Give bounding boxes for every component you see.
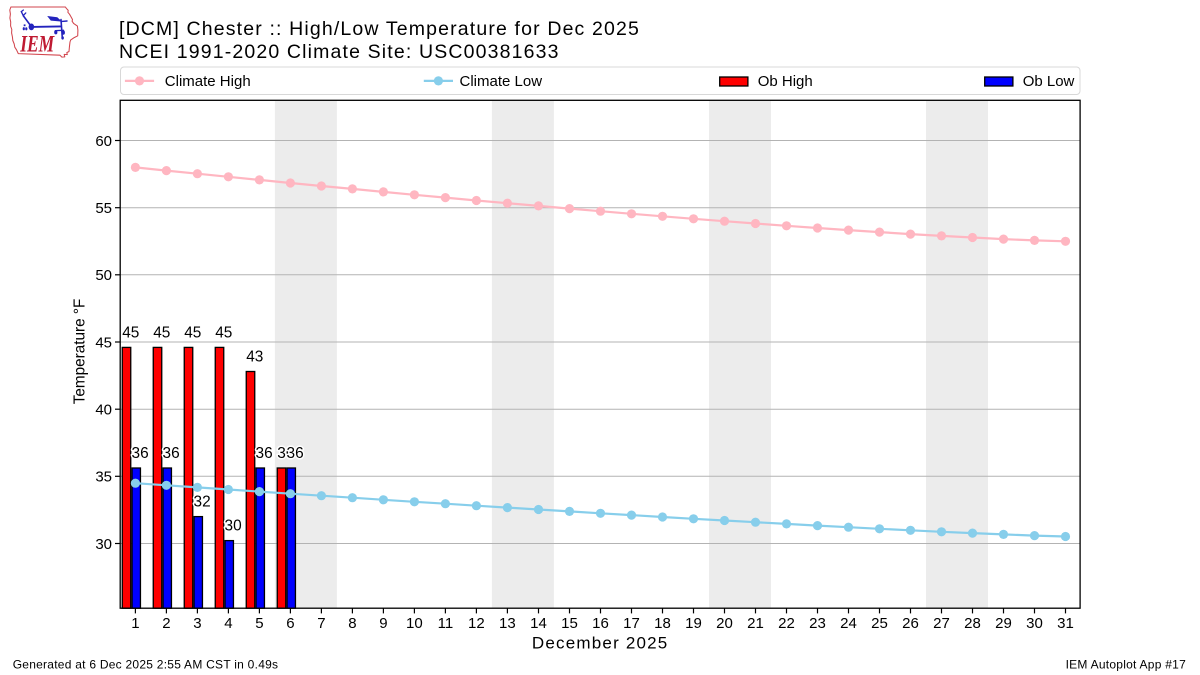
svg-text:9: 9 bbox=[379, 615, 387, 632]
svg-text:28: 28 bbox=[964, 615, 981, 632]
svg-text:30: 30 bbox=[1026, 615, 1043, 632]
svg-text:Temperature °F: Temperature °F bbox=[72, 299, 89, 405]
svg-text:7: 7 bbox=[317, 615, 325, 632]
svg-text:IEM: IEM bbox=[19, 32, 55, 57]
svg-text:16: 16 bbox=[592, 615, 609, 632]
svg-text:20: 20 bbox=[716, 615, 733, 632]
svg-text:[DCM] Chester :: High/Low Temp: [DCM] Chester :: High/Low Temperature fo… bbox=[119, 18, 640, 40]
svg-text:IEM Autoplot App #17: IEM Autoplot App #17 bbox=[1066, 658, 1186, 672]
svg-text:25: 25 bbox=[871, 615, 888, 632]
svg-text:22: 22 bbox=[778, 615, 795, 632]
svg-text:5: 5 bbox=[255, 615, 263, 632]
svg-text:55: 55 bbox=[95, 200, 112, 217]
svg-text:Climate Low: Climate Low bbox=[460, 73, 543, 90]
svg-text:45: 45 bbox=[153, 324, 170, 341]
svg-text:45: 45 bbox=[122, 324, 139, 341]
svg-text:NCEI 1991-2020 Climate Site: U: NCEI 1991-2020 Climate Site: USC00381633 bbox=[119, 41, 560, 63]
svg-text:26: 26 bbox=[902, 615, 919, 632]
svg-text:30: 30 bbox=[95, 536, 112, 553]
svg-text:15: 15 bbox=[561, 615, 578, 632]
svg-text:6: 6 bbox=[286, 615, 294, 632]
svg-text:30: 30 bbox=[225, 518, 242, 535]
svg-text:27: 27 bbox=[933, 615, 950, 632]
svg-text:Climate High: Climate High bbox=[165, 73, 251, 90]
svg-text:31: 31 bbox=[1057, 615, 1074, 632]
svg-text:18: 18 bbox=[654, 615, 671, 632]
svg-text:36: 36 bbox=[132, 445, 149, 462]
svg-text:13: 13 bbox=[499, 615, 516, 632]
svg-text:60: 60 bbox=[95, 133, 112, 150]
svg-text:36: 36 bbox=[163, 445, 180, 462]
svg-text:Ob High: Ob High bbox=[758, 73, 813, 90]
svg-text:40: 40 bbox=[95, 402, 112, 419]
svg-text:36: 36 bbox=[287, 445, 304, 462]
svg-text:8: 8 bbox=[348, 615, 356, 632]
svg-text:2: 2 bbox=[162, 615, 170, 632]
svg-text:50: 50 bbox=[95, 267, 112, 284]
svg-text:12: 12 bbox=[468, 615, 485, 632]
svg-text:December 2025: December 2025 bbox=[532, 633, 669, 652]
svg-text:10: 10 bbox=[406, 615, 423, 632]
svg-text:45: 45 bbox=[95, 334, 112, 351]
svg-text:Ob Low: Ob Low bbox=[1023, 73, 1075, 90]
svg-text:1: 1 bbox=[131, 615, 139, 632]
svg-text:43: 43 bbox=[246, 349, 263, 366]
svg-text:11: 11 bbox=[438, 615, 454, 632]
svg-text:45: 45 bbox=[215, 324, 232, 341]
svg-text:24: 24 bbox=[840, 615, 857, 632]
svg-text:Generated at 6 Dec 2025 2:55 A: Generated at 6 Dec 2025 2:55 AM CST in 0… bbox=[13, 658, 279, 672]
svg-text:17: 17 bbox=[623, 615, 640, 632]
svg-text:29: 29 bbox=[995, 615, 1012, 632]
svg-text:3: 3 bbox=[193, 615, 201, 632]
svg-text:36: 36 bbox=[256, 445, 273, 462]
svg-text:36: 36 bbox=[277, 445, 294, 462]
svg-text:35: 35 bbox=[95, 469, 112, 486]
svg-text:45: 45 bbox=[184, 324, 201, 341]
svg-text:4: 4 bbox=[224, 615, 232, 632]
svg-text:14: 14 bbox=[530, 615, 547, 632]
svg-text:21: 21 bbox=[747, 615, 764, 632]
svg-text:32: 32 bbox=[194, 494, 211, 511]
svg-text:19: 19 bbox=[685, 615, 702, 632]
svg-text:23: 23 bbox=[809, 615, 826, 632]
